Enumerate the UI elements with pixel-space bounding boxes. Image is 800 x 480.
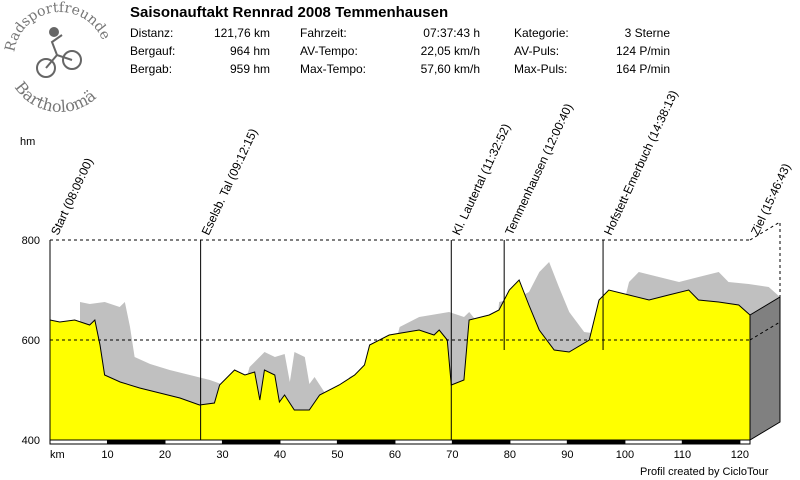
stat-value: 57,60 km/h [420, 62, 480, 76]
km-scale-segment [566, 439, 626, 445]
waypoint-label: Kl. Lautertal (11:32:52) [449, 122, 513, 238]
stat-label: AV-Puls: [514, 44, 560, 58]
km-scale-segment [106, 439, 166, 445]
x-tick-label: 90 [561, 449, 573, 461]
stat-value: 124 P/min [615, 44, 670, 58]
km-scale-segment [336, 439, 396, 445]
stat-label: Max-Tempo: [300, 62, 367, 76]
stat-value: 959 hm [229, 62, 270, 76]
km-scale-segment [221, 439, 281, 445]
x-tick-label: 60 [389, 449, 401, 461]
km-scale-segment [394, 439, 453, 445]
stat-label: Max-Puls: [514, 62, 568, 76]
km-scale-segment [451, 439, 511, 445]
y-axis-label: hm [20, 136, 35, 148]
profile-side-wall [749, 296, 781, 441]
cyclist-icon [36, 27, 82, 78]
km-scale-segment [509, 439, 568, 445]
y-tick-label: 600 [22, 335, 40, 347]
y-tick-label: 400 [22, 435, 40, 447]
stat-label: AV-Tempo: [300, 44, 358, 58]
y-tick-label: 800 [22, 235, 40, 247]
stat-value: 964 hm [229, 44, 270, 58]
waypoint-label: Hofstett-Emerbuch (14:38:13) [601, 88, 680, 237]
km-scale-segment [739, 439, 751, 445]
x-tick-label: 80 [504, 449, 516, 461]
x-tick-label: 30 [216, 449, 228, 461]
waypoint-label: Start (08:09:00) [48, 156, 96, 237]
club-logo: Radsportfreunde Bartholomä [2, 0, 113, 116]
stat-label: Kategorie: [514, 26, 569, 40]
waypoint-label: Eselsb. Tal (09:12:15) [199, 126, 261, 237]
x-tick-label: 70 [446, 449, 458, 461]
x-tick-label: 120 [731, 449, 749, 461]
x-tick-label: 110 [674, 449, 692, 461]
stat-label: Bergab: [130, 62, 173, 76]
stat-value: 121,76 km [213, 26, 270, 40]
waypoint-label: Temmenhausen (12:00:40) [502, 101, 575, 237]
km-scale-segment [681, 439, 741, 445]
tour-title: Saisonauftakt Rennrad 2008 Temmenhausen [130, 4, 449, 21]
x-axis-label: km [50, 449, 65, 461]
footer-credit: Profil created by CicloTour [640, 466, 769, 478]
profile-line [49, 279, 751, 411]
km-scale-segment [279, 439, 338, 445]
profile-area [50, 280, 750, 440]
waypoint-label: Ziel (15:46:43) [748, 161, 793, 237]
stat-label: Fahrzeit: [300, 26, 347, 40]
x-tick-label: 100 [616, 449, 634, 461]
stat-value: 3 Sterne [624, 26, 670, 40]
x-tick-label: 10 [101, 449, 113, 461]
km-scale-segment [624, 439, 683, 445]
x-tick-label: 50 [331, 449, 343, 461]
km-scale-segment [49, 439, 108, 445]
stat-label: Bergauf: [130, 44, 176, 58]
stat-value: 22,05 km/h [420, 44, 480, 58]
x-tick-label: 20 [159, 449, 171, 461]
stat-value: 07:37:43 h [423, 26, 480, 40]
x-tick-label: 40 [274, 449, 286, 461]
stat-label: Distanz: [130, 26, 174, 40]
km-scale-segment [164, 439, 223, 445]
stat-value: 164 P/min [615, 62, 670, 76]
